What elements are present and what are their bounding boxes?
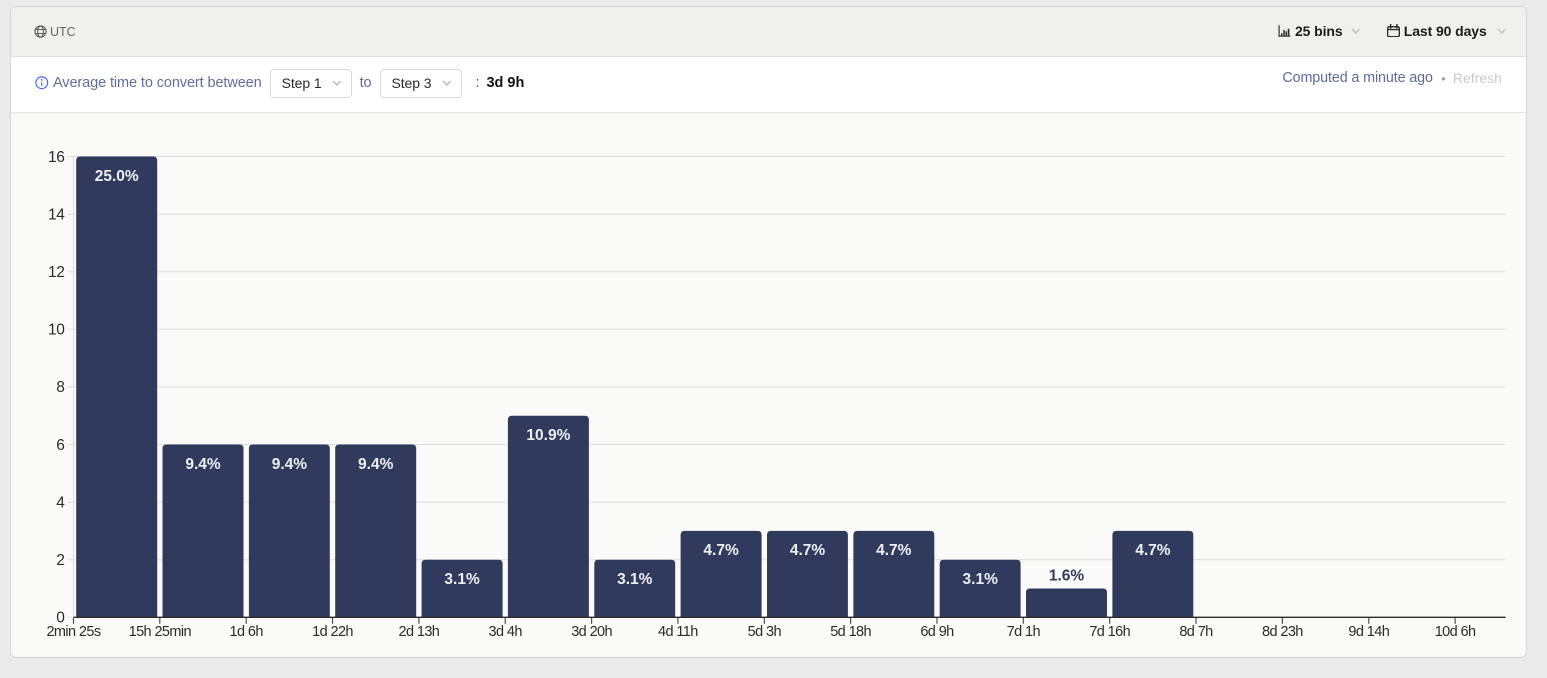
- svg-text:2min 25s: 2min 25s: [46, 624, 100, 640]
- svg-text:25.0%: 25.0%: [95, 168, 139, 185]
- svg-text:10d 6h: 10d 6h: [1435, 624, 1476, 640]
- svg-text:5d 3h: 5d 3h: [748, 624, 782, 640]
- svg-text:8d 23h: 8d 23h: [1262, 624, 1303, 640]
- svg-text:3d 20h: 3d 20h: [571, 624, 612, 640]
- svg-text:9.4%: 9.4%: [272, 456, 308, 473]
- svg-text:2d 13h: 2d 13h: [399, 624, 440, 640]
- svg-text:12: 12: [48, 264, 64, 281]
- svg-text:6: 6: [56, 437, 64, 454]
- svg-text:4.7%: 4.7%: [703, 542, 739, 559]
- svg-text:3d 4h: 3d 4h: [489, 624, 523, 640]
- svg-text:1.6%: 1.6%: [1049, 568, 1085, 585]
- svg-text:3.1%: 3.1%: [444, 571, 480, 588]
- svg-text:4.7%: 4.7%: [876, 542, 912, 559]
- svg-text:4d 11h: 4d 11h: [658, 624, 698, 640]
- svg-text:3.1%: 3.1%: [963, 571, 999, 588]
- svg-text:9.4%: 9.4%: [185, 456, 221, 473]
- svg-text:1d 22h: 1d 22h: [312, 624, 353, 640]
- svg-text:6d 9h: 6d 9h: [920, 624, 954, 640]
- svg-text:10.9%: 10.9%: [526, 427, 570, 444]
- svg-text:15h 25min: 15h 25min: [129, 624, 192, 640]
- svg-text:4: 4: [56, 494, 65, 511]
- svg-text:3.1%: 3.1%: [617, 571, 653, 588]
- svg-text:7d 1h: 7d 1h: [1007, 624, 1041, 640]
- svg-text:4.7%: 4.7%: [790, 542, 826, 559]
- svg-text:16: 16: [48, 149, 64, 166]
- svg-text:4.7%: 4.7%: [1135, 542, 1171, 559]
- svg-text:10: 10: [48, 322, 65, 339]
- svg-text:7d 16h: 7d 16h: [1089, 624, 1130, 640]
- svg-text:2: 2: [56, 552, 64, 569]
- svg-text:9.4%: 9.4%: [358, 456, 394, 473]
- svg-text:8d 7h: 8d 7h: [1179, 624, 1213, 640]
- svg-text:14: 14: [48, 206, 65, 223]
- svg-text:1d 6h: 1d 6h: [230, 624, 264, 640]
- svg-text:5d 18h: 5d 18h: [830, 624, 871, 640]
- svg-text:9d 14h: 9d 14h: [1348, 624, 1389, 640]
- svg-text:0: 0: [56, 610, 65, 627]
- svg-text:8: 8: [56, 379, 64, 396]
